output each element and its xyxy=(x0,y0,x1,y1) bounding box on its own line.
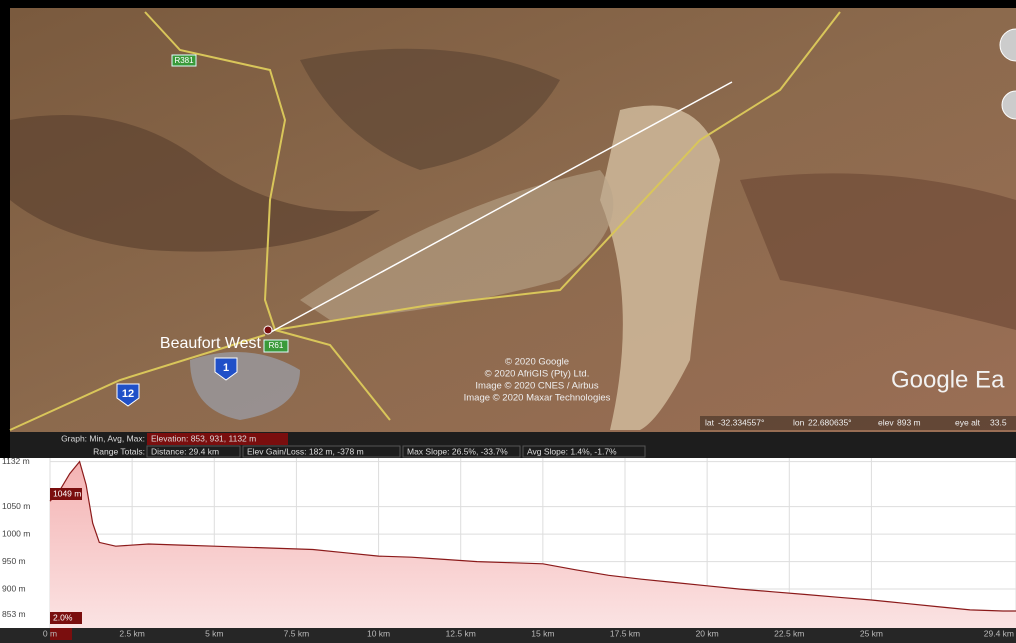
y-tick-label: 1000 m xyxy=(2,528,30,538)
x-tick-label: 10 km xyxy=(367,628,390,638)
status-text: elev xyxy=(878,417,894,427)
road-label: R61 xyxy=(269,341,284,350)
status-text: lon xyxy=(793,417,805,427)
header-value: Distance: 29.4 km xyxy=(151,446,219,456)
y-tick-label: 950 m xyxy=(2,556,26,566)
x-tick-label: 15 km xyxy=(531,628,554,638)
x-tick-label: 7.5 km xyxy=(284,628,310,638)
attribution-line: © 2020 AfriGIS (Pty) Ltd. xyxy=(485,369,590,380)
x-tick-label: 25 km xyxy=(860,628,883,638)
x-tick-label: 29.4 km xyxy=(984,628,1014,638)
status-text: 22.680635° xyxy=(808,417,852,427)
route-label: 1 xyxy=(223,362,229,374)
annotation: 1049 m xyxy=(53,488,81,498)
header-label: Graph: Min, Avg, Max: xyxy=(61,433,145,443)
attribution-line: © 2020 Google xyxy=(505,357,569,368)
header-value: Elev Gain/Loss: 182 m, -378 m xyxy=(247,446,364,456)
map-view: R381 R61 1 12 Beaufort West © 2020 Googl… xyxy=(10,8,1016,432)
logo: Google Ea xyxy=(891,366,1005,393)
path-start xyxy=(264,326,272,334)
x-tick-label: 5 km xyxy=(205,628,223,638)
x-tick-label: 17.5 km xyxy=(610,628,640,638)
status-text: -32.334557° xyxy=(718,417,764,427)
y-tick-label: 853 m xyxy=(2,609,26,619)
page: R381 R61 1 12 Beaufort West © 2020 Googl… xyxy=(0,0,1016,643)
header-value: Elevation: 853, 931, 1132 m xyxy=(151,433,256,443)
screen: R381 R61 1 12 Beaufort West © 2020 Googl… xyxy=(0,0,1016,643)
header-value: Avg Slope: 1.4%, -1.7% xyxy=(527,446,617,456)
x-tick-label: 0 m xyxy=(43,628,57,638)
status-text: eye alt xyxy=(955,417,981,427)
road-label: R381 xyxy=(174,56,194,65)
y-tick-label: 1050 m xyxy=(2,501,30,511)
x-tick-label: 20 km xyxy=(696,628,719,638)
annotation: 2.0% xyxy=(53,612,73,622)
x-tick-label: 12.5 km xyxy=(446,628,476,638)
y-tick-label: 900 m xyxy=(2,583,26,593)
attribution-line: Image © 2020 Maxar Technologies xyxy=(464,393,611,404)
x-tick-label: 22.5 km xyxy=(774,628,804,638)
header-label: Range Totals: xyxy=(93,446,145,456)
status-text: lat xyxy=(705,417,715,427)
status-text: 893 m xyxy=(897,417,921,427)
attribution-line: Image © 2020 CNES / Airbus xyxy=(475,381,598,392)
x-tick-label: 2.5 km xyxy=(119,628,145,638)
place-label: Beaufort West xyxy=(160,335,262,352)
y-tick-label: 1132 m xyxy=(2,456,30,466)
profile-header: Graph: Min, Avg, Max: Elevation: 853, 93… xyxy=(10,432,1016,458)
status-text: 33.5 xyxy=(990,417,1007,427)
route-label: 12 xyxy=(122,388,134,400)
header-value: Max Slope: 26.5%, -33.7% xyxy=(407,446,508,456)
